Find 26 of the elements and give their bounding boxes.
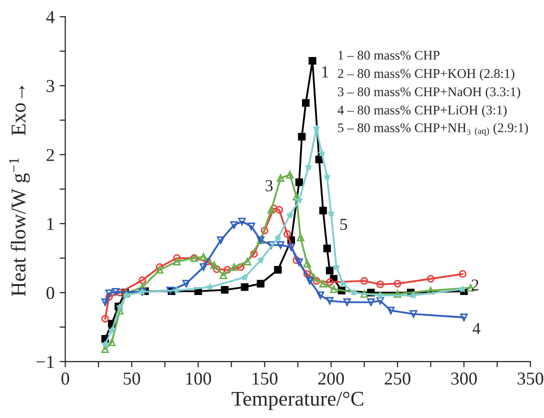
x-tick-label: 250 xyxy=(384,372,410,385)
x-tick-label: 0 xyxy=(61,372,70,385)
y-tick-label: 0 xyxy=(46,286,54,300)
x-tick-label: 300 xyxy=(451,372,477,385)
annotation: 3 xyxy=(266,180,273,192)
y-tick-label: 2 xyxy=(46,148,54,161)
x-tick-label: 200 xyxy=(318,372,344,385)
annotation: 5 xyxy=(340,218,348,230)
x-tick-label: 50 xyxy=(124,372,140,385)
annotation: 5 – 80 mass% CHP+NH₃ $_{(aq)}$ (2.9:1) xyxy=(338,122,528,136)
y-tick-label: 1 xyxy=(47,218,54,230)
text: Heat flow/W g$^{−1}$ Exo→ xyxy=(9,86,30,296)
annotation: 1 – 80 mass% CHP xyxy=(338,50,440,60)
y-tick-label: 4 xyxy=(46,11,55,23)
x-tick-label: 150 xyxy=(252,372,278,385)
x-tick-label: 350 xyxy=(518,372,544,385)
annotation: 4 – 80 mass% CHP+LiOH (3:1) xyxy=(338,105,507,118)
annotation: 2 xyxy=(472,279,478,290)
x-axis-title: Temperature/°C xyxy=(232,392,364,410)
y-tick-label: −1 xyxy=(36,356,54,368)
annotation: 3 – 80 mass% CHP+NaOH (3.3:1) xyxy=(338,86,520,99)
y-tick-label: 3 xyxy=(46,80,54,92)
annotation: 2 – 80 mass% CHP+KOH (2.8:1) xyxy=(338,68,514,81)
annotation: 1 xyxy=(322,66,328,78)
x-tick-label: 100 xyxy=(186,372,212,385)
annotation: 4 xyxy=(472,322,480,334)
